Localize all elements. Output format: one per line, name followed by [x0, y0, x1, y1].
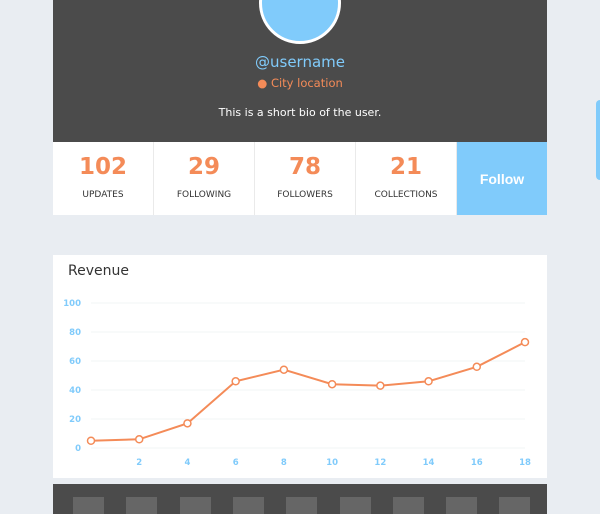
x-tick-label: 8 — [281, 458, 287, 468]
y-tick-label: 80 — [69, 328, 81, 338]
x-tick-label: 10 — [326, 458, 338, 468]
stat-following[interactable]: 29 FOLLOWING — [154, 142, 255, 215]
data-point — [376, 381, 385, 390]
x-tick-label: 6 — [233, 458, 239, 468]
data-point — [327, 379, 337, 389]
thumbnail-placeholder[interactable] — [126, 497, 158, 514]
y-tick-label: 20 — [69, 415, 81, 425]
chart-title: Revenue — [68, 263, 129, 279]
data-point — [472, 362, 482, 372]
data-point — [86, 436, 96, 445]
data-point — [279, 365, 289, 374]
thumbnail-placeholder[interactable] — [73, 497, 104, 514]
side-circle — [596, 100, 600, 180]
thumbnail-placeholder[interactable] — [392, 497, 424, 514]
x-tick-label: 18 — [519, 458, 531, 468]
x-tick-label: 12 — [374, 458, 386, 468]
y-tick-label: 100 — [63, 299, 81, 309]
revenue-chart: 0 20 40 60 80 100 2 4 6 8 10 12 14 16 18 — [63, 299, 531, 468]
stat-updates[interactable]: 102 UPDATES — [53, 142, 154, 215]
data-point — [424, 377, 433, 386]
thumbnail-placeholder[interactable] — [179, 497, 211, 514]
stat-followers[interactable]: 78 FOLLOWERS — [255, 142, 356, 215]
bottom-panel — [53, 484, 547, 514]
revenue-chart-card: Revenue 0 20 40 60 80 100 2 4 6 8 10 12 14 16 18 — [53, 255, 547, 478]
follow-button[interactable]: Follow — [457, 142, 547, 215]
x-tick-label: 14 — [423, 458, 435, 468]
bio: This is a short bio of the user. — [218, 106, 382, 119]
revenue-line — [90, 341, 526, 442]
data-point — [134, 435, 144, 444]
data-point — [183, 419, 192, 428]
thumbnail-placeholder[interactable] — [286, 497, 318, 514]
thumbnail-placeholder[interactable] — [232, 497, 264, 514]
data-point — [520, 337, 530, 347]
stat-collections[interactable]: 21 COLLECTIONS — [356, 142, 457, 215]
stats-bar: 102 UPDATES 29 FOLLOWING 78 FOLLOWERS 21 COL… — [53, 142, 547, 215]
location: ● City location — [257, 76, 343, 90]
x-tick-label: 16 — [471, 458, 483, 468]
thumbnail-placeholder[interactable] — [339, 497, 371, 514]
x-tick-label: 4 — [184, 458, 190, 468]
y-tick-label: 60 — [69, 357, 81, 367]
data-point — [231, 377, 240, 386]
x-tick-label: 2 — [136, 458, 142, 468]
thumbnail-placeholder[interactable] — [446, 497, 478, 514]
y-tick-label: 40 — [69, 386, 81, 396]
y-tick-label: 0 — [75, 444, 81, 454]
username[interactable]: @username — [255, 53, 345, 71]
map-pin-icon: ● — [257, 76, 268, 90]
thumbnail-placeholder[interactable] — [499, 497, 531, 514]
